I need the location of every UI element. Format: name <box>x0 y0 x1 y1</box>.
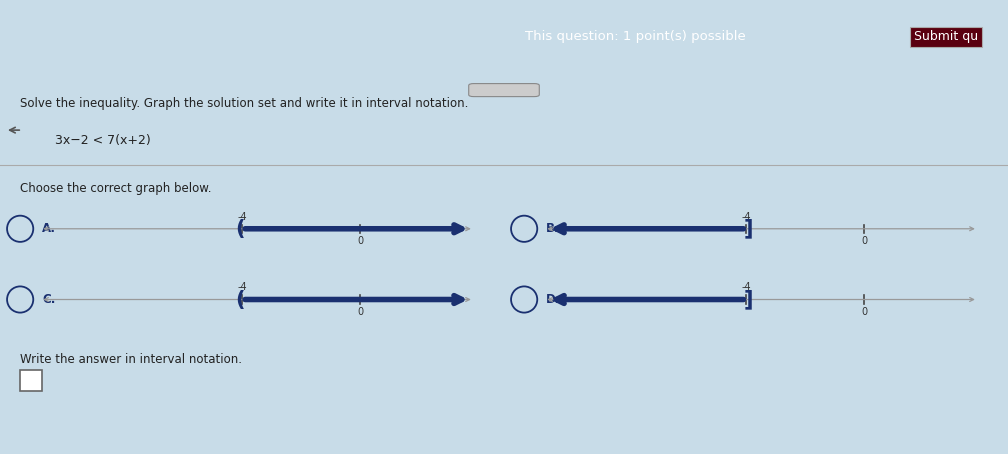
Text: 0: 0 <box>357 236 363 246</box>
Text: Submit qu: Submit qu <box>913 30 978 43</box>
Text: -4: -4 <box>742 282 751 292</box>
Text: -4: -4 <box>742 212 751 222</box>
FancyBboxPatch shape <box>469 84 539 97</box>
Text: (: ( <box>236 290 245 310</box>
Text: This question: 1 point(s) possible: This question: 1 point(s) possible <box>525 30 745 43</box>
Text: 0: 0 <box>357 306 363 316</box>
Text: ]: ] <box>744 219 753 239</box>
Text: C.: C. <box>42 293 55 306</box>
Text: Write the answer in interval notation.: Write the answer in interval notation. <box>20 354 242 366</box>
Text: 3x−2 < 7(x+2): 3x−2 < 7(x+2) <box>55 134 151 147</box>
Text: A.: A. <box>42 222 56 235</box>
Text: -4: -4 <box>238 212 247 222</box>
Text: 0: 0 <box>861 306 867 316</box>
Text: D.: D. <box>546 293 560 306</box>
Text: Choose the correct graph below.: Choose the correct graph below. <box>20 182 212 195</box>
Text: 0: 0 <box>861 236 867 246</box>
FancyBboxPatch shape <box>20 370 42 391</box>
Text: ]: ] <box>744 290 753 310</box>
Text: (: ( <box>236 219 245 239</box>
Text: B.: B. <box>546 222 560 235</box>
Text: Solve the inequality. Graph the solution set and write it in interval notation.: Solve the inequality. Graph the solution… <box>20 97 469 109</box>
Text: -4: -4 <box>238 282 247 292</box>
